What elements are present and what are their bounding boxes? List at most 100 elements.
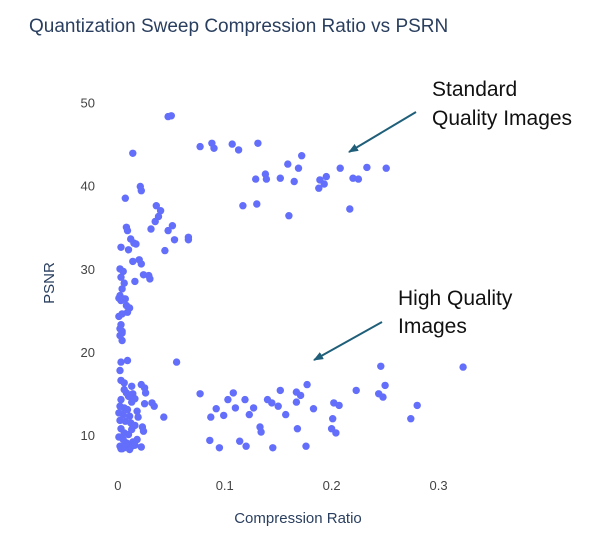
scatter-point [118,327,126,335]
scatter-point [167,112,175,120]
scatter-point [196,142,204,151]
scatter-point [336,164,344,172]
scatter-point [241,395,249,404]
annotation-standard-quality: Standard Quality Images [348,78,572,153]
scatter-point [150,402,158,410]
scatter-point [329,415,337,423]
scatter-point [129,149,137,157]
scatter-point [118,336,126,345]
x-tick-label: 0.3 [430,478,448,493]
scatter-point [249,404,258,412]
scatter-point [134,413,142,421]
scatter-point [382,164,390,172]
scatter-point [117,273,125,281]
scatter-point [121,440,129,448]
scatter-point [141,389,150,397]
scatter-point [210,144,218,152]
scatter-point [284,160,292,168]
scatter-point [302,442,310,450]
scatter-point [119,410,127,419]
annotation-standard-arrow [348,111,417,153]
scatter-point [131,441,139,449]
scatter-point [139,427,148,435]
scatter-point [252,175,260,183]
scatter-point [123,405,132,414]
scatter-point [303,380,311,389]
scatter-point [269,444,277,452]
scatter-point [137,443,145,451]
scatter-point [152,202,160,210]
scatter-point [118,310,126,318]
scatter-point [363,163,371,172]
scatter-point [151,217,159,226]
scatter-point [117,243,125,251]
scatter-point [276,386,284,395]
scatter-point [268,399,276,407]
scatter-point [164,226,172,235]
scatter-point [137,260,145,268]
scatter-point [245,410,253,419]
data-points [115,112,467,454]
scatter-point [236,437,244,445]
scatter-point [298,152,306,160]
scatter-point [172,358,181,366]
scatter-point [160,413,168,421]
scatter-point [132,240,140,248]
scatter-point [242,442,250,450]
scatter-point [290,177,298,186]
annotation-standard-line2: Quality Images [432,107,572,130]
y-tick-label: 10 [81,428,95,443]
scatter-point [161,246,169,255]
scatter-point [124,392,133,400]
scatter-point [125,445,134,454]
scatter-point [231,404,240,412]
scatter-point [282,410,290,419]
scatter-point [254,139,262,147]
scatter-point [123,226,132,235]
scatter-point [320,180,328,188]
scatter-point [224,395,232,404]
scatter-point [220,411,228,420]
scatter-point [137,187,145,195]
annotation-standard-line1: Standard [432,78,517,101]
scatter-point [196,390,204,398]
scatter-point [413,401,421,410]
scatter-point [170,236,179,244]
scatter-point [121,194,129,202]
scatter-point [459,363,467,371]
scatter-point [120,379,128,387]
x-tick-label: 0.1 [216,478,234,493]
x-tick-label: 0.2 [323,478,341,493]
scatter-point [296,391,305,400]
annotation-high-arrow [313,321,383,361]
scatter-point [133,407,141,415]
scatter-point [146,275,154,283]
scatter-point [212,405,220,413]
scatter-point [293,425,302,433]
scatter-point [346,205,354,213]
scatter-point [285,212,293,220]
scatter-point [119,267,127,276]
scatter-point [116,366,124,375]
scatter-point [140,400,149,408]
scatter-point [332,429,340,437]
scatter-point [128,425,136,434]
scatter-point [322,172,330,181]
scatter-point [274,402,282,410]
annotation-high-line1: High Quality [398,287,513,310]
scatter-point [276,174,284,182]
scatter-point [184,233,193,241]
scatter-point [309,405,318,413]
scatter-point [253,200,261,208]
scatter-point [117,358,125,366]
scatter-point [129,257,137,266]
scatter-point [117,395,125,404]
y-tick-label: 40 [81,179,95,194]
scatter-point [315,184,323,192]
scatter-point [229,389,237,397]
scatter-point [207,413,215,421]
scatter-point [168,222,177,230]
y-axis-ticks: 10 20 30 40 50 [81,95,95,443]
scatter-point [215,444,224,452]
